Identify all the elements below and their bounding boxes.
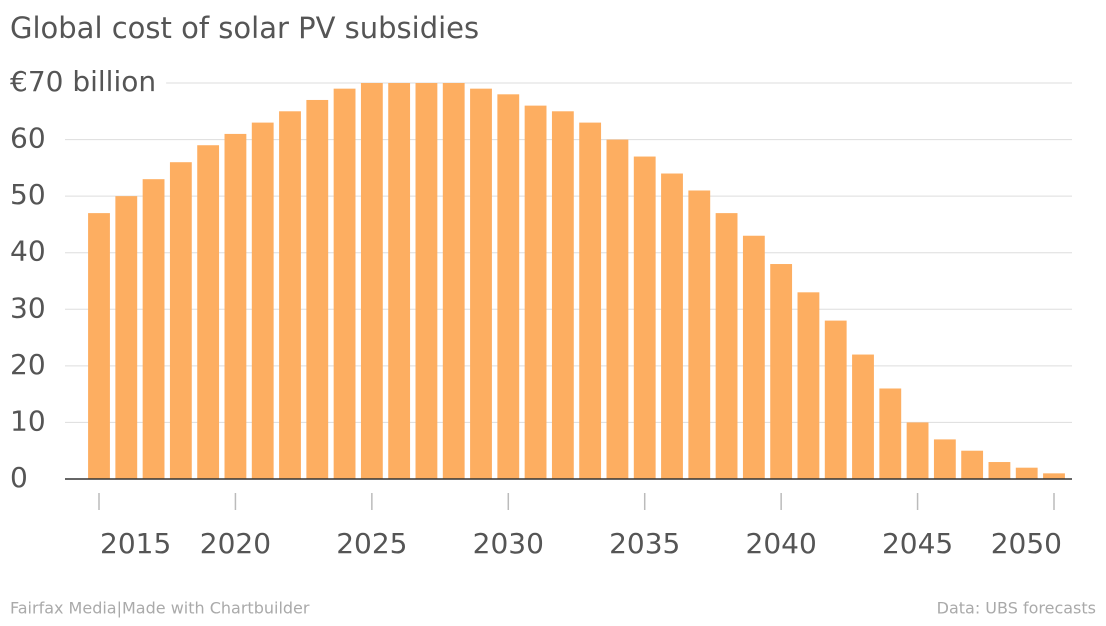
bar	[661, 173, 683, 479]
bar	[961, 450, 984, 479]
bar	[852, 354, 874, 479]
x-tick-label: 2020	[200, 527, 271, 560]
bar	[579, 122, 602, 479]
x-tick-label: 2050	[991, 527, 1062, 560]
y-tick-label: 60	[10, 122, 46, 155]
bar	[933, 439, 956, 479]
bar	[142, 179, 165, 479]
bar	[906, 422, 929, 479]
y-tick-label: 10	[10, 404, 46, 437]
bar	[169, 162, 192, 479]
bar	[388, 83, 411, 479]
bar	[251, 122, 274, 479]
bar	[606, 139, 629, 480]
bar	[988, 462, 1011, 479]
x-tick-label: 2015	[100, 527, 171, 560]
x-tick-label: 2045	[882, 527, 953, 560]
bar	[470, 88, 492, 480]
x-tick-label: 2030	[473, 527, 544, 560]
y-tick-label: 30	[10, 291, 46, 324]
bar	[551, 111, 574, 480]
bar	[824, 320, 847, 479]
x-tick-label: 2040	[746, 527, 817, 560]
bar	[333, 88, 356, 480]
footer-right: Data: UBS forecasts	[937, 599, 1096, 618]
x-tick-label: 2035	[609, 527, 680, 560]
bar	[88, 213, 110, 479]
bar	[360, 83, 383, 479]
x-tick-label: 2025	[336, 527, 407, 560]
bar	[715, 213, 738, 479]
bar	[197, 145, 220, 479]
bar	[633, 156, 656, 480]
bar	[497, 94, 520, 480]
y-tick-label: 50	[10, 178, 46, 211]
y-tick-label: €70 billion	[10, 65, 156, 98]
bar	[115, 196, 138, 479]
bar	[306, 99, 329, 479]
footer-left: Fairfax Media|Made with Chartbuilder	[10, 599, 310, 618]
chart-title: Global cost of solar PV subsidies	[10, 11, 479, 45]
bar	[1043, 473, 1065, 479]
bar	[742, 235, 765, 479]
bar	[1015, 467, 1038, 479]
bar	[688, 190, 711, 479]
bar	[415, 83, 438, 479]
bar	[770, 264, 793, 479]
y-tick-label: 20	[10, 348, 46, 381]
bar	[279, 111, 301, 480]
bar	[524, 105, 547, 479]
bar	[879, 388, 902, 479]
bar	[442, 83, 465, 479]
y-tick-label: 0	[10, 461, 28, 494]
y-tick-label: 40	[10, 235, 46, 268]
bar	[797, 292, 820, 479]
bar	[224, 133, 247, 479]
